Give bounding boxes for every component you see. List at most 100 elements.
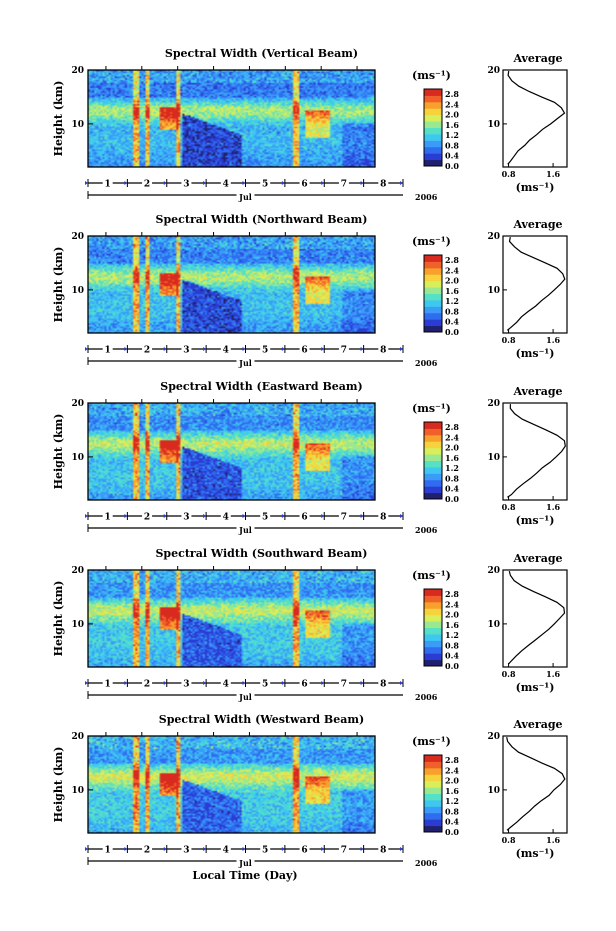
y-tick-label: 10: [71, 620, 84, 630]
colorbar-tick-label: 2.8: [445, 89, 459, 99]
colorbar-swatch: [424, 267, 442, 275]
average-title: Average: [512, 52, 562, 65]
day-label: 2: [144, 513, 150, 523]
colorbar-tick-label: 0.4: [445, 817, 459, 827]
average-y-tick-label: 20: [487, 566, 500, 576]
day-label-bg: [220, 511, 231, 521]
y-axis-label: Height (km): [52, 81, 65, 157]
day-label-bg: [378, 178, 389, 188]
day-arrow: [85, 681, 88, 685]
average-x-unit: (ms⁻¹): [516, 681, 555, 694]
month-label-bg: [236, 192, 255, 201]
heatmap-image: [88, 570, 375, 667]
colorbar-tick-label: 0.4: [445, 484, 459, 494]
day-label: 1: [105, 346, 111, 356]
colorbar-swatch: [424, 319, 442, 327]
average-x-unit: (ms⁻¹): [516, 347, 555, 360]
day-label: 3: [183, 346, 189, 356]
day-label: 1: [105, 513, 111, 523]
day-label-bg: [260, 844, 271, 854]
day-label-bg: [220, 344, 231, 354]
colorbar-swatch: [424, 646, 442, 654]
day-label-bg: [142, 678, 153, 688]
day-arrow: [360, 514, 364, 518]
colorbar-tick-label: 0.0: [445, 494, 459, 504]
day-arrow: [360, 181, 364, 185]
colorbar-swatch: [424, 589, 442, 596]
average-y-tick-label: 10: [487, 286, 500, 296]
day-arrow: [203, 181, 207, 185]
heatmap-frame: [87, 235, 376, 334]
panel-title: Spectral Width (Eastward Beam): [160, 380, 362, 393]
day-label-bg: [338, 178, 349, 188]
day-arrow: [163, 347, 167, 351]
day-label-bg: [102, 678, 113, 688]
colorbar-tick-label: 2.8: [445, 422, 459, 432]
day-label: 8: [380, 846, 386, 856]
year-label: 2006: [415, 692, 438, 702]
colorbar-unit: (ms⁻¹): [412, 69, 451, 82]
month-label-bg: [236, 858, 255, 867]
colorbar-swatch: [424, 114, 442, 122]
day-label-bg: [260, 344, 271, 354]
average-title: Average: [512, 552, 562, 565]
average-x-tick-label: 1.6: [546, 169, 560, 179]
day-label-bg: [181, 511, 192, 521]
panel-title: Spectral Width (Vertical Beam): [165, 47, 358, 60]
day-label: 7: [341, 180, 347, 190]
colorbar-tick-label: 0.4: [445, 317, 459, 327]
panel-5: Spectral Width (Westward Beam) Height (km…: [52, 713, 568, 868]
colorbar-tick-label: 0.8: [445, 473, 459, 483]
colorbar-tick-label: 2.4: [445, 432, 459, 442]
colorbar-tick-label: 1.6: [445, 286, 459, 296]
average-title: Average: [512, 218, 562, 231]
average-y-tick-label: 20: [487, 399, 500, 409]
average-x-tick-label: 1.6: [546, 835, 560, 845]
y-tick-label: 10: [71, 286, 84, 296]
day-arrow: [124, 847, 128, 851]
average-title: Average: [512, 718, 562, 731]
colorbar-swatch: [424, 325, 442, 333]
y-tick-label: 20: [71, 232, 84, 242]
colorbar-tick-label: 0.8: [445, 806, 459, 816]
day-label: 4: [223, 680, 229, 690]
colorbar-tick-label: 1.2: [445, 630, 459, 640]
day-label-bg: [338, 344, 349, 354]
panel-2: Spectral Width (Northward Beam) Height (k…: [52, 213, 568, 368]
colorbar-swatch: [424, 153, 442, 161]
colorbar-tick-label: 2.8: [445, 589, 459, 599]
colorbar-frame: [423, 588, 443, 667]
average-profile-line: [507, 404, 566, 498]
y-axis-label: Height (km): [52, 581, 65, 657]
day-label-bg: [102, 511, 113, 521]
day-arrow: [360, 681, 364, 685]
colorbar-swatch: [424, 659, 442, 667]
average-y-tick-label: 10: [487, 620, 500, 630]
day-label: 7: [341, 513, 347, 523]
day-arrow: [163, 181, 167, 185]
colorbar-swatch: [424, 767, 442, 775]
average-x-unit: (ms⁻¹): [516, 514, 555, 527]
colorbar-tick-label: 0.0: [445, 661, 459, 671]
average-x-unit: (ms⁻¹): [516, 181, 555, 194]
colorbar-tick-label: 2.0: [445, 110, 459, 120]
day-label: 2: [144, 846, 150, 856]
day-label: 5: [262, 846, 268, 856]
day-arrow: [124, 347, 128, 351]
panel-title: Spectral Width (Westward Beam): [159, 713, 364, 726]
day-label: 2: [144, 680, 150, 690]
colorbar-tick-label: 0.0: [445, 827, 459, 837]
average-frame: [502, 235, 568, 334]
y-tick-label: 10: [71, 786, 84, 796]
colorbar-swatch: [424, 447, 442, 455]
heatmap-image: [88, 70, 375, 167]
day-label: 6: [301, 180, 307, 190]
colorbar-swatch: [424, 299, 442, 307]
day-arrow: [400, 681, 403, 685]
day-label: 1: [105, 180, 111, 190]
heatmap-frame: [87, 569, 376, 668]
average-profile-line: [507, 71, 566, 165]
day-label: 4: [223, 346, 229, 356]
day-arrow: [360, 347, 364, 351]
heatmap-frame: [87, 402, 376, 501]
